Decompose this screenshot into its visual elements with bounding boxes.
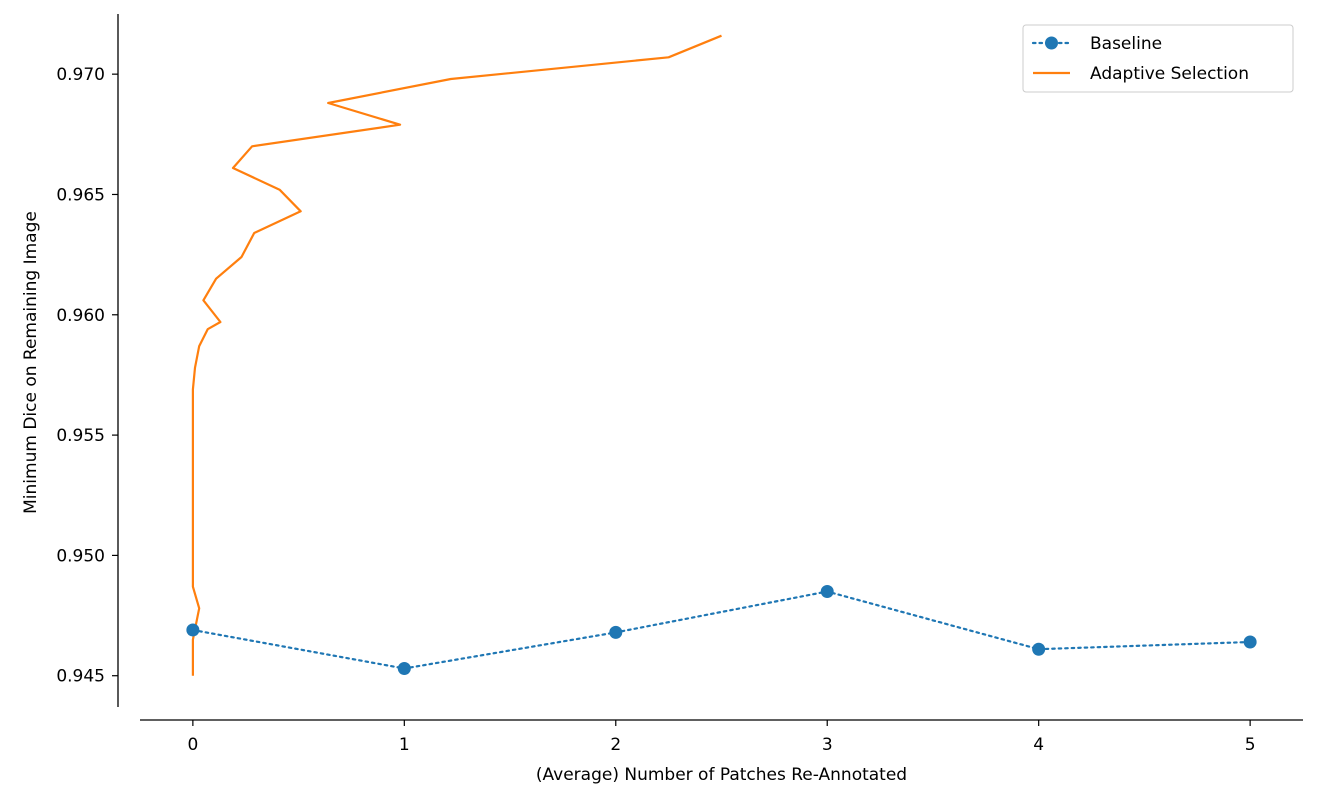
y-tick-label: 0.965	[56, 185, 105, 205]
x-tick-label: 4	[1033, 735, 1044, 755]
legend-box	[1022, 24, 1294, 93]
legend-label-adaptive-selection: Adaptive Selection	[1090, 64, 1249, 84]
data-point-baseline	[186, 623, 200, 637]
legend-marker-baseline	[1045, 36, 1058, 50]
x-tick-label: 1	[399, 735, 410, 755]
data-point-baseline	[609, 625, 623, 639]
data-point-baseline	[1243, 635, 1257, 649]
y-ticks: 0.945 0.950 0.955 0.960 0.965 0.970	[56, 65, 118, 687]
legend-label-baseline: Baseline	[1090, 34, 1162, 54]
legend: Baseline Adaptive Selection	[1022, 24, 1294, 93]
y-tick-label: 0.955	[56, 426, 105, 446]
axes: 0 1 2 3 4 5 0.945 0.950 0.955 0.960 0.965 0.970	[56, 14, 1303, 755]
y-tick-label: 0.945	[56, 667, 105, 687]
y-tick-label: 0.950	[56, 546, 105, 566]
x-tick-label: 5	[1245, 735, 1256, 755]
series-line-baseline	[191, 590, 1252, 670]
y-tick-label: 0.970	[56, 65, 105, 85]
data-point-baseline	[1032, 642, 1046, 656]
x-tick-label: 3	[822, 735, 833, 755]
x-tick-label: 0	[187, 735, 198, 755]
y-tick-label: 0.960	[56, 306, 105, 326]
x-axis-label: (Average) Number of Patches Re-Annotated	[536, 765, 907, 785]
x-ticks: 0 1 2 3 4 5	[187, 720, 1256, 755]
data-point-baseline	[820, 585, 834, 598]
series-layer	[186, 34, 1257, 676]
data-point-baseline	[397, 662, 411, 675]
y-axis-label: Minimum Dice on Remaining Image	[21, 211, 41, 514]
series-line-adaptive-selection	[191, 34, 722, 676]
x-tick-label: 2	[610, 735, 621, 755]
